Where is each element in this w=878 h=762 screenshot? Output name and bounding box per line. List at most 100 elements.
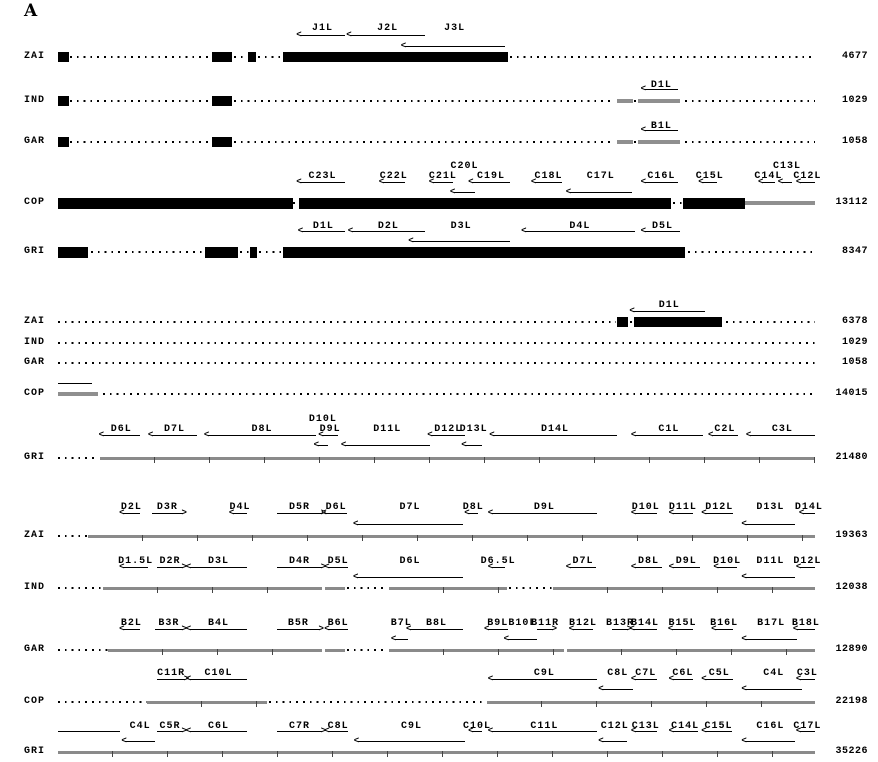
gene-arrow: < (204, 430, 317, 440)
gene-label: C5R (159, 721, 181, 732)
gene-label: D9L (675, 556, 697, 567)
gene-arrow: < (796, 726, 815, 736)
gene-arrow: > (157, 562, 187, 572)
gene-label: C18L (534, 171, 563, 182)
arrow-head-left-icon: < (698, 177, 704, 187)
arrow-head-left-icon: < (353, 572, 359, 582)
gene-extent-line (58, 383, 93, 384)
arrow-head-left-icon: < (321, 508, 327, 518)
gene-label: C14L (671, 721, 700, 732)
gene-arrow: < (566, 562, 597, 572)
gene-label: D6.5L (480, 556, 516, 567)
arrow-head-left-icon: < (530, 177, 537, 187)
gene-label: C7R (288, 721, 310, 732)
segment-dotted-gap (58, 362, 815, 364)
gene-arrow: < (741, 519, 796, 529)
gene-arrow: < (99, 430, 140, 440)
arrow-head-left-icon: < (795, 726, 802, 736)
arrow-head-left-icon: < (668, 508, 675, 518)
gene-arrow: < (629, 624, 657, 634)
gene-arrow: < (566, 187, 632, 197)
gene-label: C6L (672, 668, 694, 679)
arrow-head-left-icon: < (792, 624, 799, 634)
segment-dotted-gap (684, 100, 815, 102)
segment-box (617, 317, 629, 327)
segment-dotted-gap (58, 457, 99, 459)
gene-label: C12L (793, 171, 822, 182)
arrow-head-left-icon: < (758, 177, 764, 187)
gene-label: D8L (462, 502, 484, 513)
segment-tick-marks (88, 535, 815, 541)
row-label-zai: ZAI (24, 530, 46, 541)
gene-arrow: < (489, 430, 617, 440)
row-label-cop: COP (24, 696, 46, 707)
gene-arrow: < (698, 177, 718, 187)
gene-label: C22L (379, 171, 408, 182)
arrow-head-left-icon: < (487, 508, 494, 518)
sequence-length-value: 12890 (835, 644, 868, 655)
segment-gray-bar (637, 99, 681, 103)
row-label-ind: IND (24, 337, 46, 348)
gene-label: C8L (607, 668, 629, 679)
gene-arrow: < (631, 726, 657, 736)
arrow-head-right-icon: > (320, 562, 327, 572)
arrow-head-left-icon: < (185, 562, 192, 572)
gene-label: C16L (756, 721, 785, 732)
sequence-length-value: 1058 (841, 136, 868, 147)
gene-label: C2L (714, 424, 736, 435)
segment-gray-bar (58, 392, 99, 396)
gene-arrow: < (296, 30, 345, 40)
gene-arrow: < (429, 177, 454, 187)
gene-arrow: < (713, 562, 738, 572)
segment-dotted-gap (58, 342, 815, 344)
gene-label: D10L (631, 502, 660, 513)
segment-tick-marks (487, 701, 815, 707)
gene-label: C16L (647, 171, 676, 182)
arrow-head-left-icon: < (741, 634, 747, 644)
gene-arrow: < (354, 736, 466, 746)
gene-extent-line (58, 731, 121, 732)
row-label-gar: GAR (24, 136, 46, 147)
arrow-head-left-icon: < (340, 440, 347, 450)
gene-label: B17L (757, 618, 786, 629)
gene-arrow: < (314, 440, 329, 450)
segment-gray-bar (745, 201, 815, 205)
segment-dotted-gap (233, 56, 248, 58)
arrow-head-left-icon: < (483, 624, 490, 634)
segment-tick-marks (107, 649, 323, 655)
arrow-head-left-icon: < (121, 736, 127, 746)
gene-arrow: < (669, 674, 694, 684)
arrow-head-left-icon: < (795, 562, 802, 572)
gene-arrow: < (321, 508, 348, 518)
arrow-head-left-icon: < (203, 430, 210, 440)
segment-bar (282, 52, 508, 62)
sequence-length-value: 6378 (841, 316, 868, 327)
gene-label: D5L (651, 221, 673, 232)
gene-arrow: < (401, 41, 505, 51)
arrow-head-left-icon: < (667, 624, 674, 634)
gene-label: B18L (791, 618, 820, 629)
gene-label: C10L (462, 721, 491, 732)
arrow-head-right-icon: > (181, 726, 187, 736)
sequence-length-value: 19363 (835, 530, 868, 541)
arrow-head-left-icon: < (701, 508, 707, 518)
gene-label: D9L (533, 502, 555, 513)
gene-label: C11R (157, 668, 186, 679)
arrow-head-left-icon: < (795, 674, 802, 684)
gene-arrow: < (324, 624, 348, 634)
arrow-head-left-icon: < (503, 634, 510, 644)
gene-arrow: < (298, 226, 345, 236)
arrow-head-left-icon: < (630, 430, 637, 440)
gene-arrow: < (669, 508, 694, 518)
row-label-ind: IND (24, 582, 46, 593)
gene-arrow: > (157, 674, 189, 684)
gene-arrow: < (450, 187, 476, 197)
sequence-length-value: 1029 (841, 337, 868, 348)
gene-label: B16L (710, 618, 739, 629)
segment-dotted-gap (58, 587, 104, 589)
gene-arrow: < (521, 226, 635, 236)
segment-tick-marks (325, 587, 345, 593)
sequence-length-value: 1058 (841, 357, 868, 368)
gene-arrow: < (741, 572, 796, 582)
gene-arrow: > (276, 624, 324, 634)
